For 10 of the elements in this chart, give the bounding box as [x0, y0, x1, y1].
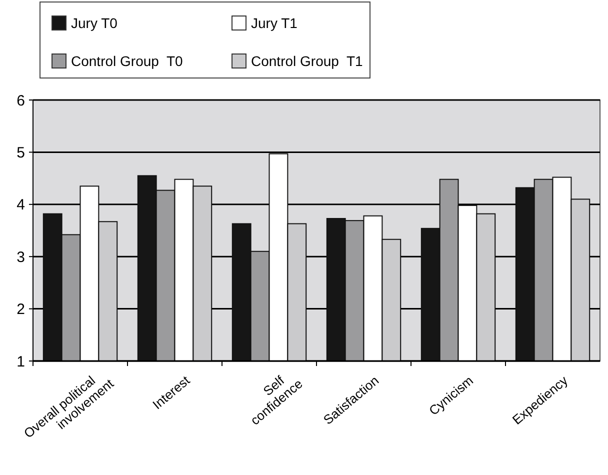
y-tick-label: 1 [16, 353, 25, 370]
y-tick-label: 2 [16, 301, 25, 318]
y-tick-label: 3 [16, 248, 25, 266]
y-tick-label: 4 [16, 196, 25, 214]
y-tick-label: 6 [16, 92, 25, 110]
legend-label: Control Group T0 [71, 52, 184, 69]
legend-label: Jury T1 [251, 14, 298, 31]
legend-label: Control Group T1 [251, 52, 364, 69]
y-tick-label: 5 [16, 144, 25, 162]
legend-label: Jury T0 [71, 14, 118, 31]
